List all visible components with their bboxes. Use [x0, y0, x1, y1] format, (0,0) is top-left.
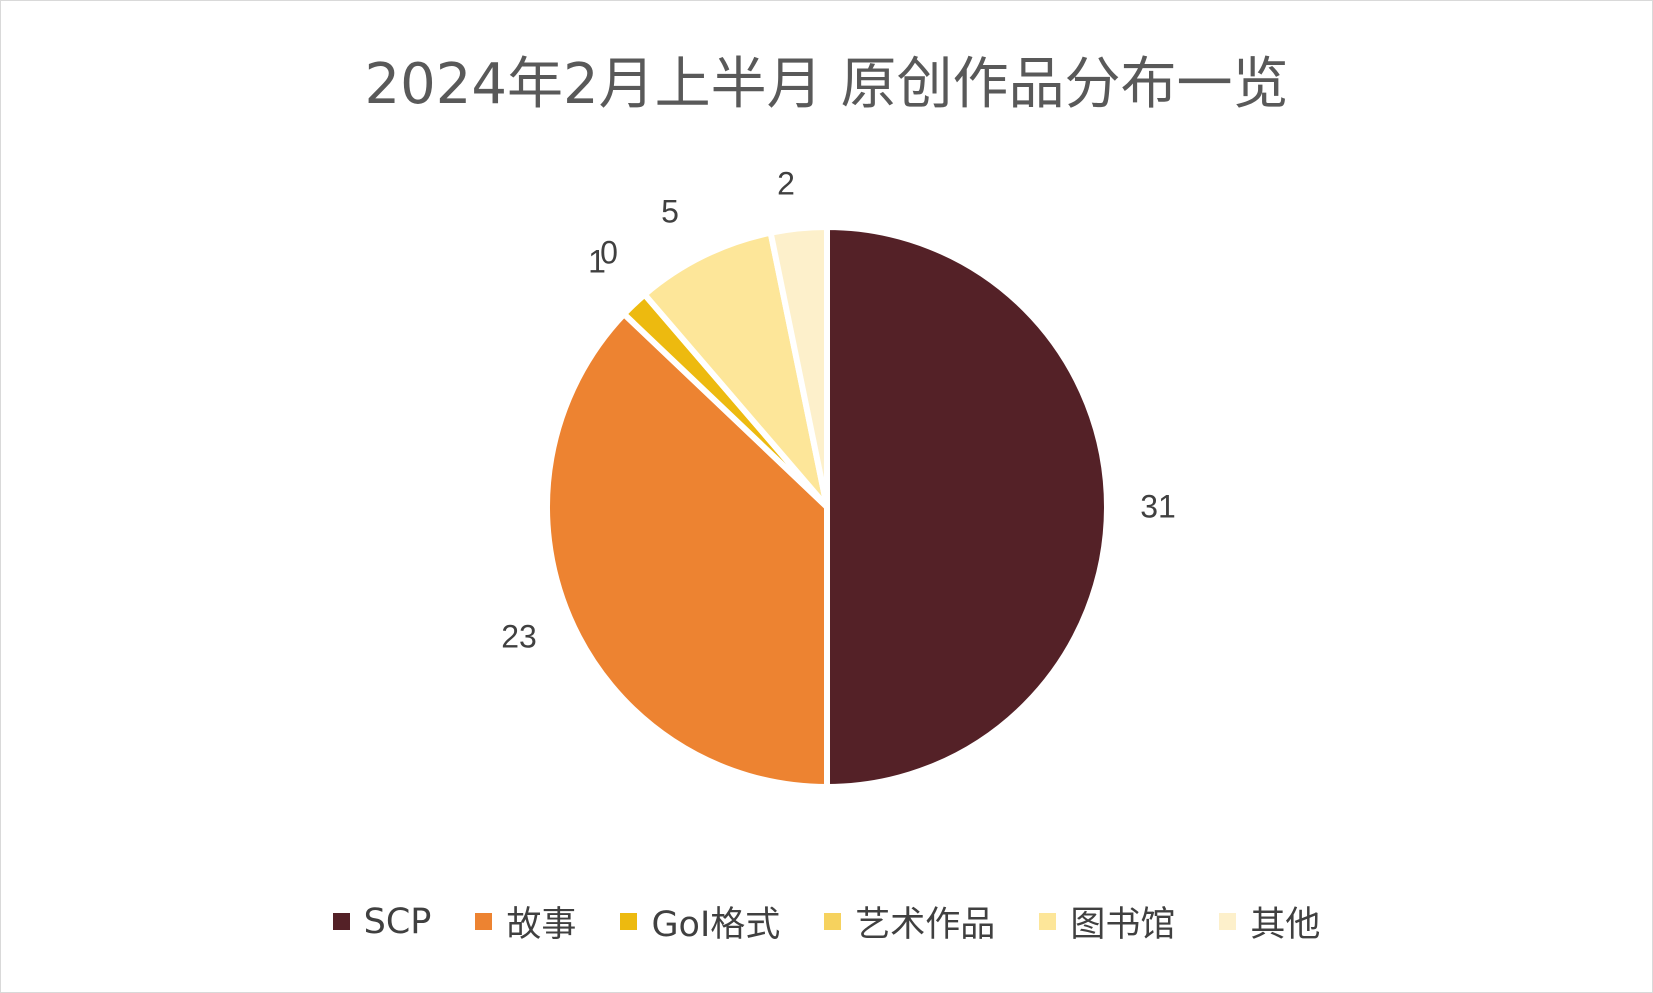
- legend-swatch: [1039, 913, 1057, 930]
- legend-item: 图书馆: [1039, 896, 1175, 947]
- pie-slice-4: [641, 229, 830, 510]
- data-label-4: 5: [661, 193, 679, 229]
- legend-item: 艺术作品: [824, 896, 995, 947]
- data-label-3: 0: [600, 234, 618, 270]
- chart-title: 2024年2月上半月 原创作品分布一览: [364, 52, 1289, 117]
- legend-label: 艺术作品: [855, 905, 996, 945]
- legend-swatch: [620, 913, 638, 930]
- legend-swatch: [475, 913, 493, 930]
- legend-label: SCP: [363, 901, 432, 942]
- data-label-1: 23: [501, 618, 537, 654]
- pie-slice-0: [824, 224, 1110, 790]
- legend-item: 其他: [1219, 896, 1320, 947]
- pie-slice-1: [544, 311, 830, 790]
- data-label-5: 2: [777, 165, 795, 201]
- chart-legend: SCP 故事 GoI格式 艺术作品 图书馆 其他: [1, 896, 1652, 947]
- legend-label: 其他: [1250, 905, 1321, 945]
- legend-label: 图书馆: [1070, 905, 1176, 945]
- legend-label: 故事: [506, 905, 577, 945]
- legend-swatch: [824, 913, 842, 930]
- legend-item: GoI格式: [620, 896, 780, 947]
- legend-item: 故事: [475, 896, 576, 947]
- pie-slice-5: [767, 224, 830, 510]
- legend-swatch: [332, 913, 350, 930]
- legend-label: GoI格式: [651, 905, 781, 945]
- legend-swatch: [1219, 913, 1237, 930]
- data-label-2: 1: [588, 243, 606, 279]
- data-label-0: 31: [1140, 488, 1176, 524]
- legend-item: SCP: [332, 901, 432, 942]
